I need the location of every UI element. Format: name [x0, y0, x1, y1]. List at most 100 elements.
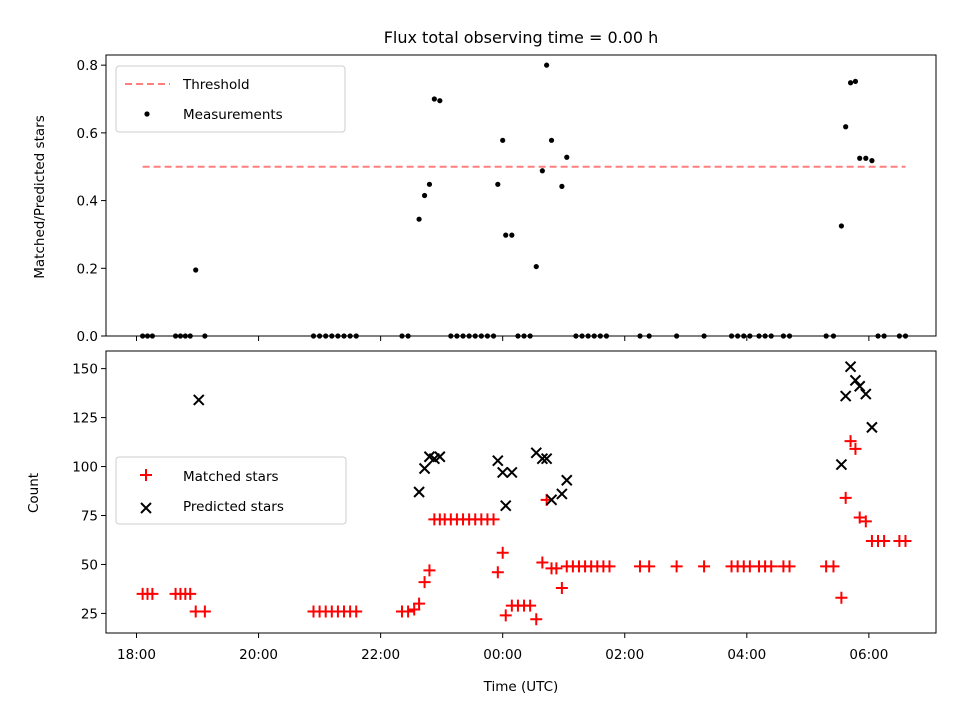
matched-stars-point — [827, 560, 840, 573]
y-tick-label-count: 25 — [81, 606, 98, 622]
y-tick-label-count: 75 — [81, 509, 98, 525]
panel-count: 25 50 75 100 125 150 18:00 20:00 22:00 00:00 02:00… — [26, 350, 937, 695]
measurement-point — [544, 62, 550, 68]
legend-count: Matched stars Predicted stars — [115, 456, 347, 525]
matched-stars-point — [643, 560, 656, 573]
y-tick-label-ratio: 0.2 — [77, 261, 98, 277]
measurement-point — [503, 232, 509, 238]
chart-title: Flux total observing time = 0.00 h — [384, 28, 659, 47]
matched-stars-point — [146, 587, 159, 600]
legend-measurements-swatch — [144, 111, 150, 117]
measurement-point — [863, 155, 869, 161]
measurement-point — [548, 137, 555, 143]
matched-stars-point — [418, 576, 431, 589]
matched-stars-point — [499, 609, 512, 622]
legend-ratio: Threshold Measurements — [115, 65, 346, 133]
y-tick-label-ratio: 0.0 — [77, 329, 98, 345]
matched-stars-point — [184, 587, 197, 600]
x-tick-label: 22:00 — [361, 647, 400, 663]
x-tick-label: 00:00 — [483, 647, 522, 663]
measurement-point — [857, 155, 863, 161]
predicted-stars-point — [556, 488, 568, 500]
predicted-stars-point — [545, 494, 558, 506]
measurement-point — [193, 267, 199, 273]
y-tick-label-ratio: 0.4 — [77, 194, 98, 210]
predicted-stars-point — [866, 421, 878, 434]
matched-stars-point — [698, 560, 711, 573]
predicted-stars-point — [496, 466, 509, 479]
measurement-point — [437, 98, 443, 104]
axes-frame-ratio — [105, 54, 937, 337]
predicted-stars-point — [193, 394, 205, 406]
matched-stars-point — [839, 491, 852, 504]
matched-stars-point — [496, 546, 509, 559]
predicted-stars-point — [418, 462, 431, 475]
matched-stars-point — [844, 435, 857, 448]
predicted-stars-point — [492, 454, 504, 467]
matched-stars-point — [670, 560, 683, 573]
matched-stars-point — [423, 564, 436, 577]
measurement-point — [852, 78, 859, 85]
measurement-point — [431, 96, 437, 102]
matched-stars-point — [853, 511, 866, 524]
measurement-point — [533, 263, 539, 270]
x-tick-label: 18:00 — [117, 647, 156, 663]
predicted-stars-point — [854, 380, 866, 392]
predicted-stars-point — [500, 500, 512, 512]
measurement-point — [843, 124, 849, 130]
y-axis-label-count: Count — [26, 473, 42, 513]
predicted-stars-point — [561, 474, 573, 486]
matched-stars-point — [835, 591, 848, 604]
y-axis-label-ratio: Matched/Predicted stars — [32, 115, 48, 278]
x-tick-label: 20:00 — [239, 647, 278, 663]
matched-stars-point — [487, 513, 500, 526]
x-tick-label: 06:00 — [849, 647, 888, 663]
measurement-point — [509, 232, 515, 238]
measurement-point — [426, 181, 433, 187]
predicted-stars-point — [540, 453, 553, 465]
matched-stars-point — [783, 560, 796, 573]
predicted-stars-point — [835, 458, 848, 471]
matched-stars-point — [555, 581, 568, 594]
measurement-point — [869, 158, 875, 164]
y-tick-label-count: 50 — [81, 557, 98, 573]
axes-frame-count — [105, 350, 937, 634]
predicted-stars-point — [839, 390, 852, 402]
x-axis-label: Time (UTC) — [483, 679, 559, 695]
measurement-point — [838, 223, 845, 229]
predicted-stars-point — [860, 388, 872, 400]
measurement-point — [564, 154, 570, 160]
matched-stars-point — [530, 613, 543, 626]
measurement-point — [539, 168, 545, 174]
matched-stars-point — [878, 534, 891, 547]
y-tick-label-ratio: 0.8 — [77, 58, 98, 74]
x-tick-label: 02:00 — [605, 647, 644, 663]
y-tick-label-count: 125 — [72, 411, 98, 427]
measurement-point — [416, 216, 422, 222]
measurement-point — [559, 183, 565, 189]
legend-measurements-label: Measurements — [183, 107, 283, 123]
matched-stars-point — [859, 515, 872, 528]
matched-stars-point — [550, 562, 563, 575]
legend-matched-swatch — [140, 469, 152, 481]
measurement-point — [500, 137, 506, 143]
predicted-stars-point — [849, 374, 862, 387]
legend-box — [115, 65, 346, 133]
plot-area-count: 25 50 75 100 125 150 18:00 20:00 22:00 00:00 02:00… — [72, 360, 912, 663]
matched-stars-point — [491, 566, 504, 579]
matched-stars-point — [765, 560, 778, 573]
matched-stars-point — [524, 599, 537, 612]
matched-stars-point — [849, 442, 862, 455]
legend-threshold-label: Threshold — [182, 77, 250, 93]
matched-stars-point — [198, 605, 211, 618]
y-tick-label-ratio: 0.6 — [77, 126, 98, 142]
predicted-stars-point — [413, 486, 425, 498]
matched-stars-point — [413, 597, 426, 610]
legend-predicted-swatch — [140, 502, 152, 514]
panel-ratio: 0.00.20.40.60.8 Matched/Predicted stars … — [32, 54, 937, 345]
legend-box — [115, 456, 347, 525]
x-tick-label: 04:00 — [727, 647, 766, 663]
legend-matched-label: Matched stars — [183, 469, 279, 485]
y-tick-label-count: 150 — [72, 362, 98, 378]
